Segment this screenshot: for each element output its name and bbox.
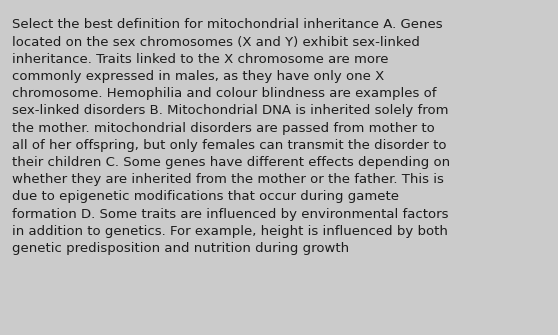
Text: Select the best definition for mitochondrial inheritance A. Genes
located on the: Select the best definition for mitochond… bbox=[12, 18, 450, 255]
